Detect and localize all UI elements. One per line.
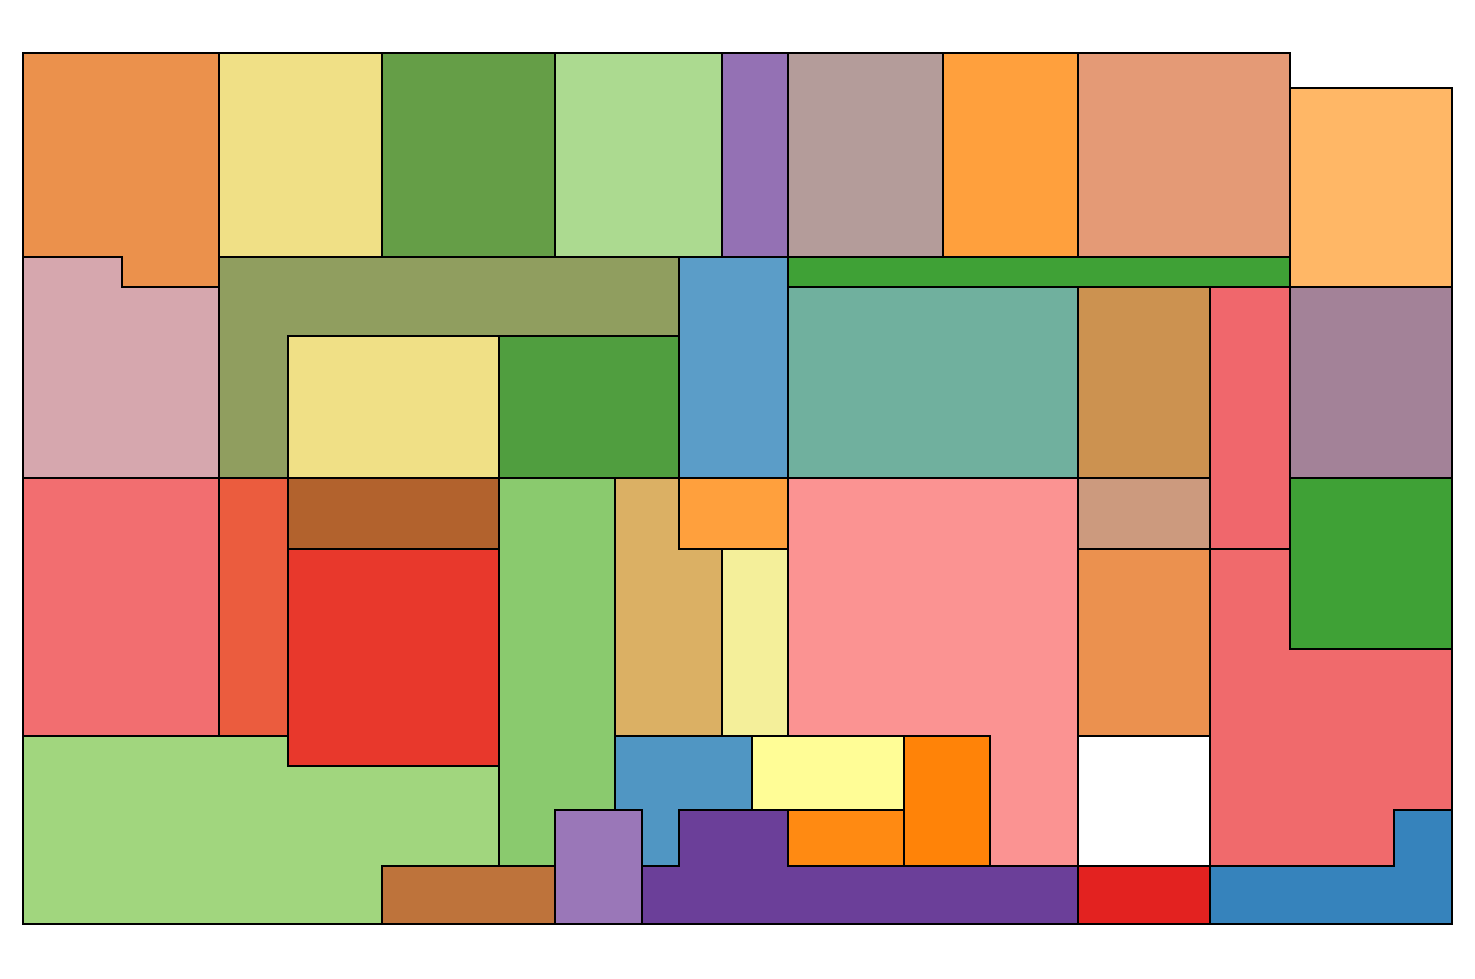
map-region-32 [1077,548,1211,737]
map-region-20 [22,477,220,737]
map-region-15 [498,335,680,479]
map-region-43 [1209,809,1453,925]
map-region-4 [554,52,723,258]
map-region-14 [287,335,500,479]
map-region-16 [787,286,1079,479]
map-region-31 [1289,477,1453,650]
map-region-27 [721,548,789,737]
map-region-36 [903,735,991,867]
map-region-23 [287,548,500,767]
map-region-9 [1289,87,1453,288]
map-region-10 [22,256,220,479]
map-region-6 [787,52,944,258]
map-region-7 [942,52,1079,258]
map-region-13 [787,256,1291,288]
map-region-26 [678,477,789,550]
map-region-35 [751,735,905,811]
map-region-12 [678,256,789,479]
map-region-18 [1209,286,1291,550]
map-region-29 [1077,477,1211,550]
map-region-3 [381,52,556,258]
map-region-5 [721,52,789,258]
map-region-40 [381,865,556,925]
map-region-42 [1077,865,1211,925]
map-region-22 [287,477,500,550]
map-region-21 [218,477,289,737]
map-region-1 [22,52,220,288]
map-region-41 [554,809,643,925]
map-region-39 [787,809,905,867]
map-region-24 [498,477,616,867]
map-region-37 [1077,735,1211,867]
map-region-19 [1289,286,1453,479]
map-region-17 [1077,286,1211,479]
map-region-8 [1077,52,1291,258]
map-region-2 [218,52,383,258]
